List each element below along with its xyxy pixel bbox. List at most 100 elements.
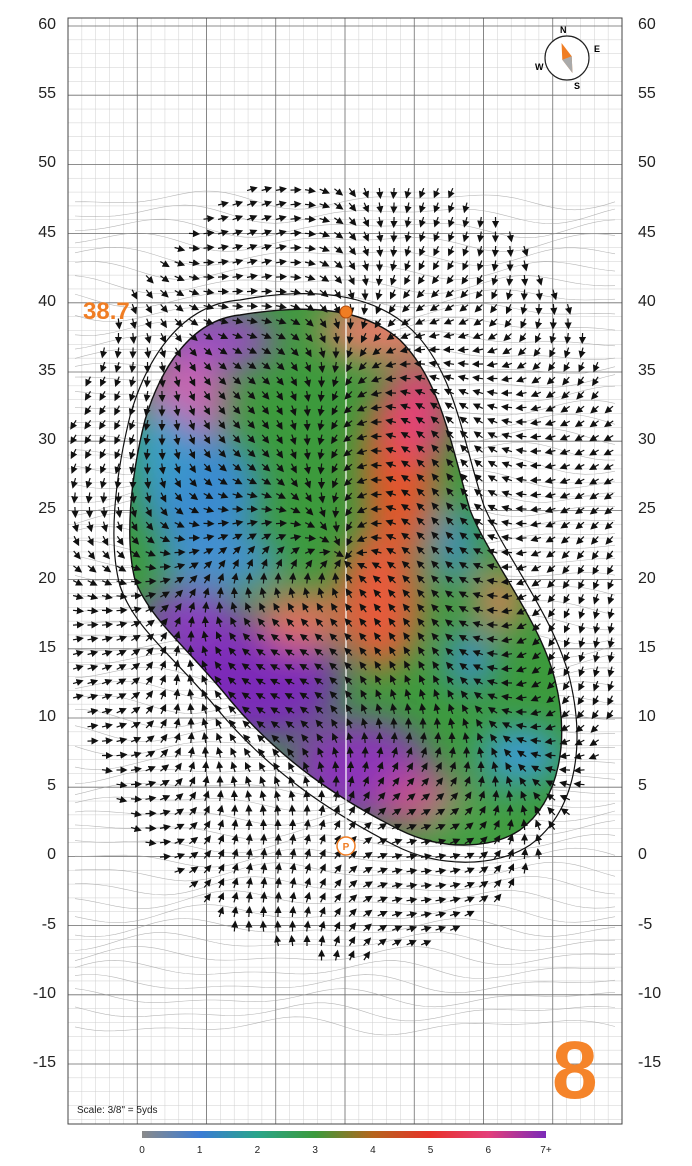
slope-arrow: [505, 464, 512, 467]
y-tick-right: 45: [638, 225, 686, 241]
slope-arrow: [307, 794, 308, 802]
slope-arrow: [191, 750, 193, 757]
slope-arrow: [565, 594, 569, 600]
slope-arrow: [73, 566, 79, 571]
slope-arrow: [364, 232, 367, 239]
slope-arrow: [578, 450, 585, 453]
green-front-marker: [340, 306, 352, 318]
y-tick-left: 15: [8, 640, 56, 656]
slope-arrow: [448, 404, 454, 408]
slope-arrow: [491, 448, 498, 452]
slope-arrow: [175, 248, 182, 250]
slope-arrow: [535, 609, 541, 614]
slope-arrow: [610, 652, 612, 659]
y-tick-right: 35: [638, 363, 686, 379]
slope-arrow: [535, 363, 541, 368]
slope-arrow: [465, 232, 467, 239]
slope-arrow: [335, 939, 338, 946]
slope-arrow: [291, 248, 299, 249]
y-tick-right: 5: [638, 778, 686, 794]
slope-arrow: [218, 218, 225, 220]
slope-arrow: [88, 581, 95, 584]
slope-arrow: [519, 465, 526, 466]
slope-arrow: [447, 377, 454, 379]
slope-arrow: [131, 435, 134, 442]
slope-arrow: [535, 595, 541, 600]
slope-arrow: [563, 783, 570, 785]
y-tick-left: 20: [8, 571, 56, 587]
slope-arrow: [378, 884, 385, 887]
slope-arrow: [391, 304, 395, 310]
slope-arrow: [247, 291, 255, 292]
legend-tick-label: 6: [486, 1145, 492, 1156]
legend-tick-label: 0: [139, 1145, 145, 1156]
slope-arrow: [432, 363, 439, 364]
slope-arrow: [116, 435, 119, 442]
slope-arrow: [349, 925, 354, 931]
slope-arrow: [104, 507, 105, 515]
slope-arrow: [407, 942, 414, 945]
slope-arrow: [549, 796, 555, 801]
slope-arrow: [421, 217, 423, 224]
slope-arrow: [263, 895, 264, 903]
slope-arrow: [534, 392, 541, 395]
slope-arrow: [175, 840, 182, 843]
slope-arrow: [407, 914, 414, 916]
slope-arrow: [190, 780, 193, 787]
slope-arrow: [509, 881, 512, 888]
slope-arrow: [407, 871, 414, 872]
slope-arrow: [117, 799, 124, 801]
slope-arrow: [479, 883, 485, 887]
slope-arrow: [291, 291, 298, 293]
slope-arrow: [479, 868, 485, 872]
slope-arrow: [450, 885, 457, 887]
slope-arrow: [161, 678, 164, 685]
slope-arrow: [102, 638, 109, 640]
slope-arrow: [102, 652, 109, 654]
slope-arrow: [448, 418, 454, 423]
slope-arrow: [334, 189, 340, 194]
slope-arrow: [131, 665, 137, 670]
slope-arrow: [607, 493, 613, 497]
slope-arrow: [231, 708, 236, 713]
slope-arrow: [321, 837, 324, 844]
slope-arrow: [292, 808, 293, 816]
slope-arrow: [510, 246, 511, 254]
slope-arrow: [407, 217, 409, 224]
slope-arrow: [581, 652, 583, 659]
slope-arrow: [233, 203, 240, 205]
slope-arrow: [534, 436, 542, 437]
slope-arrow: [350, 954, 353, 961]
slope-arrow: [549, 566, 555, 571]
slope-arrow: [350, 750, 351, 758]
slope-arrow: [580, 696, 584, 702]
slope-arrow: [536, 348, 541, 354]
y-tick-right: 15: [638, 640, 686, 656]
slope-arrow: [321, 391, 322, 399]
slope-arrow: [548, 494, 555, 496]
slope-arrow: [379, 203, 380, 210]
slope-arrow: [307, 910, 309, 917]
slope-arrow: [379, 188, 380, 196]
slope-arrow: [116, 406, 120, 413]
slope-arrow: [249, 866, 251, 873]
slope-arrow: [493, 290, 496, 297]
y-tick-right: -15: [638, 1055, 686, 1071]
slope-arrow: [406, 275, 410, 282]
slope-arrow: [349, 232, 354, 238]
slope-arrow: [477, 462, 483, 467]
slope-arrow: [592, 479, 599, 483]
slope-arrow: [490, 349, 497, 352]
slope-arrow: [463, 462, 468, 468]
y-tick-left: 60: [8, 17, 56, 33]
slope-arrow: [218, 523, 226, 524]
slope-arrow: [102, 740, 110, 741]
slope-arrow: [146, 693, 151, 699]
slope-arrow: [291, 218, 299, 219]
slope-arrow: [593, 725, 598, 730]
slope-arrow: [189, 262, 196, 263]
slope-arrow: [464, 275, 468, 281]
slope-arrow: [379, 275, 380, 283]
slope-arrow: [306, 881, 309, 888]
slope-arrow: [578, 406, 584, 411]
